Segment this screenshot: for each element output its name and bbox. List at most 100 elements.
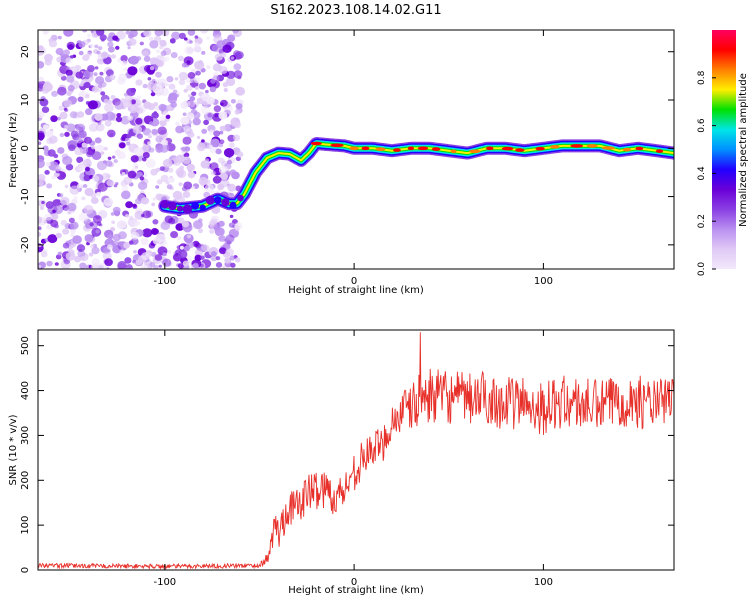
snr-panel: -100 0 100 0 100 200 300 400 500 Height of stra… — [8, 329, 675, 596]
noise-blob — [207, 112, 214, 118]
snr-x-tick-label: 0 — [351, 577, 357, 588]
noise-blob — [73, 196, 78, 201]
noise-blob — [97, 57, 105, 65]
noise-blob — [72, 235, 82, 244]
noise-blob — [150, 92, 156, 97]
noise-blob — [76, 183, 82, 189]
noise-blob — [108, 46, 115, 53]
noise-blob — [162, 252, 167, 257]
ridge-hotspot — [550, 145, 560, 149]
noise-blob — [162, 110, 169, 116]
noise-blob — [46, 137, 54, 145]
noise-blob — [209, 229, 215, 234]
noise-blob — [47, 149, 56, 157]
noise-blob — [79, 82, 84, 87]
noise-blob — [117, 151, 126, 160]
spectrogram-y-tick-label: -20 — [20, 237, 31, 253]
noise-blob — [84, 234, 94, 243]
noise-blob — [75, 123, 86, 133]
noise-blob — [80, 256, 85, 260]
noise-blob — [38, 76, 44, 82]
noise-blob — [139, 41, 144, 46]
noise-blob — [195, 70, 201, 76]
noise-blob — [225, 248, 235, 257]
ridge-hotspot — [586, 144, 598, 148]
noise-blob — [168, 177, 175, 183]
noise-blob — [117, 77, 126, 85]
noise-blob — [59, 52, 65, 57]
noise-blob — [156, 93, 160, 97]
spectrogram-ridge — [158, 137, 674, 216]
noise-blob — [116, 113, 122, 118]
noise-blob — [130, 155, 139, 163]
noise-blob — [98, 46, 103, 51]
noise-blob — [187, 171, 196, 179]
noise-blob — [175, 121, 180, 126]
noise-blob — [87, 100, 99, 110]
noise-blob — [147, 77, 152, 81]
ridge-early-blob — [205, 195, 215, 205]
noise-blob — [210, 170, 216, 176]
ridge-hotspot — [486, 146, 494, 151]
noise-blob — [118, 231, 127, 240]
noise-blob — [40, 251, 48, 258]
noise-blob — [79, 262, 87, 269]
noise-blob — [58, 105, 65, 111]
noise-blob — [59, 132, 65, 138]
noise-blob — [142, 152, 150, 159]
noise-blob — [200, 255, 205, 260]
noise-blob — [84, 136, 92, 144]
noise-blob — [90, 197, 99, 204]
noise-blob — [76, 244, 86, 252]
noise-blob — [182, 136, 192, 145]
noise-blob — [136, 56, 142, 61]
noise-blob — [38, 264, 42, 269]
noise-blob — [158, 264, 162, 268]
noise-blob — [126, 141, 131, 146]
noise-blob — [203, 119, 210, 125]
noise-blob — [44, 170, 50, 175]
noise-blob — [82, 158, 93, 168]
ridge-early-blob — [214, 196, 222, 204]
ridge-early-blob — [191, 201, 200, 210]
noise-blob — [116, 220, 127, 230]
noise-blob — [123, 67, 128, 71]
noise-blob — [75, 136, 83, 144]
noise-blob — [201, 128, 208, 134]
ridge-hotspot — [349, 146, 359, 151]
noise-blob — [88, 123, 99, 132]
noise-blob — [183, 233, 194, 244]
noise-blob — [74, 147, 84, 156]
noise-blob — [229, 214, 234, 218]
noise-blob — [107, 100, 113, 105]
spectrogram-noise-blobs — [38, 30, 246, 269]
noise-blob — [161, 30, 170, 37]
noise-blob — [93, 72, 98, 77]
ridge-hotspot — [393, 148, 401, 152]
noise-blob — [95, 144, 105, 154]
noise-blob — [211, 44, 221, 53]
noise-blob — [127, 115, 134, 121]
noise-blob — [78, 164, 86, 172]
noise-blob — [109, 74, 116, 81]
noise-blob — [112, 206, 121, 214]
noise-blob — [103, 56, 112, 65]
noise-blob — [233, 63, 242, 71]
noise-blob — [63, 99, 72, 108]
noise-blob — [217, 157, 225, 164]
noise-blob — [170, 101, 177, 108]
noise-blob — [182, 156, 191, 165]
noise-blob — [75, 71, 84, 79]
noise-blob — [43, 220, 47, 224]
noise-blob — [229, 255, 235, 261]
noise-blob — [41, 106, 50, 113]
noise-blob — [194, 86, 199, 90]
spectrogram-x-label: Height of straight line (km) — [288, 285, 424, 296]
noise-blob — [115, 116, 123, 123]
noise-blob — [59, 65, 69, 74]
noise-blob — [114, 212, 120, 217]
noise-blob — [165, 180, 170, 185]
noise-blob — [68, 217, 75, 223]
